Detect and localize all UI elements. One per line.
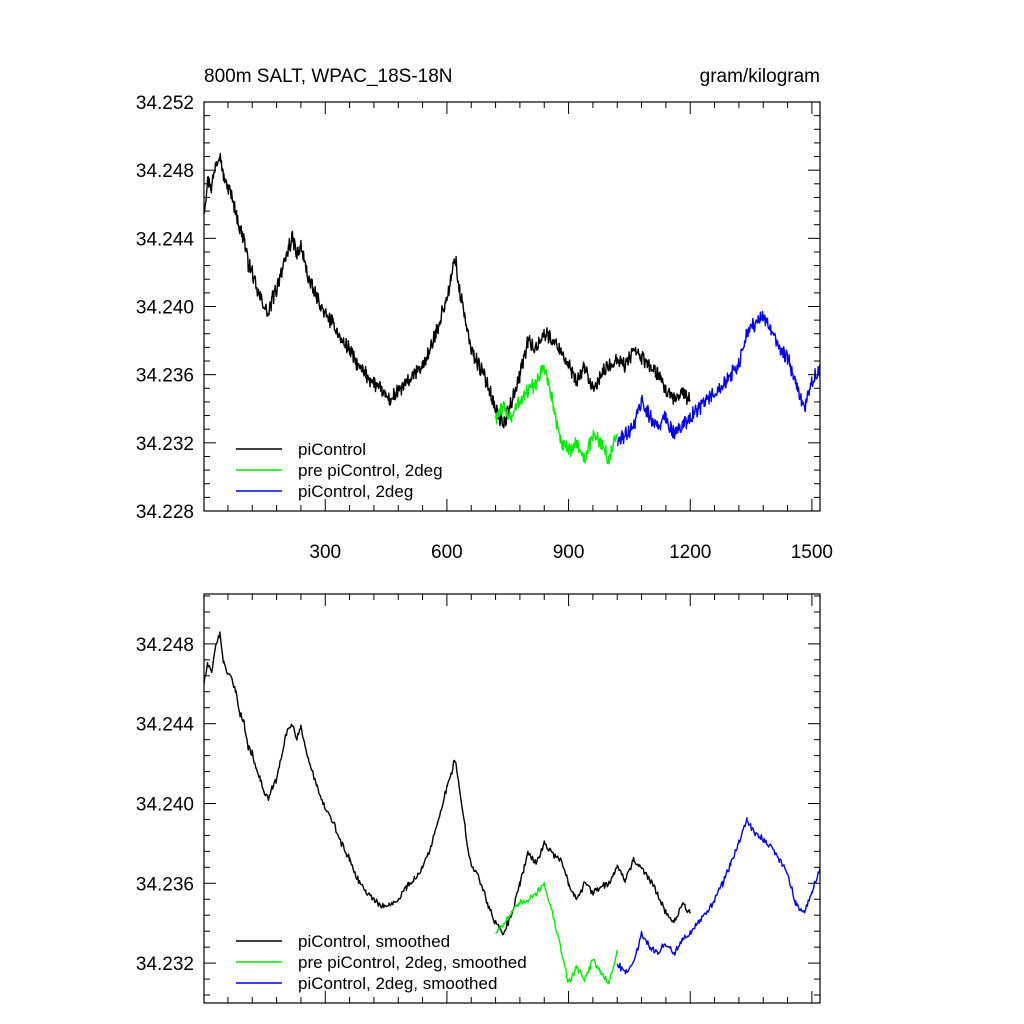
y-tick-label: 34.252 <box>136 93 194 114</box>
series-line-1 <box>495 881 618 985</box>
legend-label: pre piControl, 2deg <box>298 461 443 480</box>
legend-label: pre piControl, 2deg, smoothed <box>298 953 527 972</box>
legend-label: piControl, smoothed <box>298 932 450 951</box>
x-tick-label: 900 <box>553 542 585 563</box>
series-line-1 <box>494 364 618 465</box>
series-line-2 <box>616 817 820 975</box>
x-tick-label: 300 <box>309 542 341 563</box>
series-line-0 <box>204 152 691 429</box>
y-tick-label: 34.232 <box>136 954 194 975</box>
legend-label: piControl, 2deg <box>298 482 413 501</box>
y-tick-label: 34.240 <box>136 298 194 319</box>
x-tick-label: 1200 <box>669 542 711 563</box>
y-tick-label: 34.240 <box>136 794 194 815</box>
y-tick-label: 34.248 <box>136 635 194 656</box>
y-tick-label: 34.232 <box>136 434 194 455</box>
plot-area <box>204 152 820 465</box>
y-tick-label: 34.244 <box>136 715 195 736</box>
x-tick-label: 1500 <box>791 542 833 563</box>
plot-area <box>204 631 820 985</box>
y-tick-label: 34.236 <box>136 874 194 895</box>
plot-frame <box>203 101 821 512</box>
y-tick-label: 34.248 <box>136 161 194 182</box>
y-tick-label: 34.236 <box>136 366 194 387</box>
series-line-2 <box>616 310 820 447</box>
x-tick-label: 600 <box>431 542 463 563</box>
legend-label: piControl, 2deg, smoothed <box>298 974 497 993</box>
legend-label: piControl <box>298 440 366 459</box>
plot-frame <box>203 593 821 1004</box>
series-line-0 <box>204 631 691 936</box>
chart-title: 800m SALT, WPAC_18S-18N <box>204 66 453 87</box>
top-panel: 34.228 34.232 34.236 34.240 34.244 34.248 34.2… <box>136 66 833 563</box>
units-label: gram/kilogram <box>700 66 820 87</box>
y-tick-label: 34.244 <box>136 229 195 250</box>
bottom-panel: 34.232 34.236 34.240 34.244 34.248 piControl,… <box>136 593 821 1004</box>
y-tick-label: 34.228 <box>136 502 194 523</box>
